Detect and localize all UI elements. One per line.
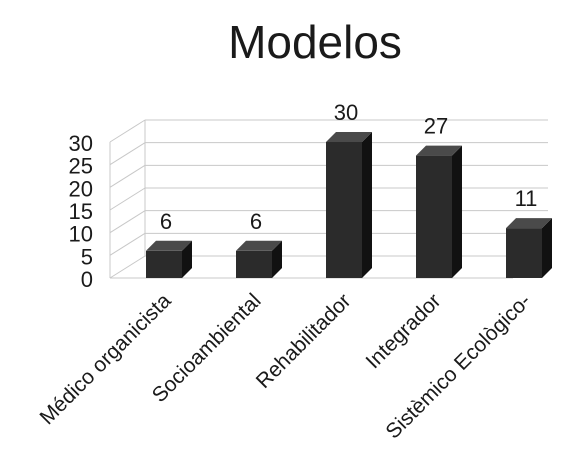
- data-label: 11: [515, 186, 538, 211]
- bar: [146, 250, 182, 278]
- data-label: 30: [334, 100, 358, 125]
- bars: [146, 132, 552, 278]
- bar-top-face: [326, 132, 372, 142]
- bar-side-face: [182, 240, 192, 278]
- bar-side-face: [272, 240, 282, 278]
- bar: [236, 250, 272, 278]
- y-tick-label: 0: [81, 267, 93, 292]
- side-wall-gridline: [109, 232, 146, 256]
- y-tick-label: 5: [81, 244, 93, 269]
- x-tick-label: Integrador: [362, 289, 446, 373]
- bar: [326, 142, 362, 278]
- data-label: 6: [250, 209, 262, 234]
- y-tick-label: 10: [69, 222, 93, 247]
- data-label: 27: [424, 114, 448, 139]
- bar-top-face: [416, 145, 462, 156]
- side-wall-gridline: [109, 210, 146, 234]
- side-wall-gridline: [109, 164, 146, 188]
- data-labels: 6 6 30 27 11: [160, 100, 538, 234]
- y-tick-label: 20: [69, 176, 93, 201]
- bar-side-face: [542, 218, 552, 278]
- side-wall-gridline: [109, 142, 146, 166]
- bar: [506, 228, 542, 278]
- bar-top-face: [506, 218, 552, 229]
- x-axis-tick-labels: Médico organicistaSocioambientalRehabili…: [35, 289, 535, 443]
- x-tick-label: Médico organicista: [35, 289, 175, 429]
- x-tick-label: Sistèmico Ecològico-: [381, 289, 535, 443]
- bar-side-face: [452, 145, 462, 278]
- data-label: 6: [160, 209, 172, 234]
- side-wall-gridline: [109, 119, 146, 143]
- y-tick-label: 25: [69, 154, 93, 179]
- side-wall-gridline: [109, 255, 146, 279]
- bar: [416, 155, 452, 278]
- bar-side-face: [362, 132, 372, 278]
- bar-top-face: [146, 240, 192, 251]
- side-wall-gridline: [109, 187, 146, 211]
- y-tick-label: 30: [69, 131, 93, 156]
- x-tick-label: Rehabilitador: [252, 289, 356, 393]
- chart-title: Modelos: [228, 16, 402, 68]
- bar-top-face: [236, 240, 282, 251]
- y-tick-label: 15: [69, 199, 93, 224]
